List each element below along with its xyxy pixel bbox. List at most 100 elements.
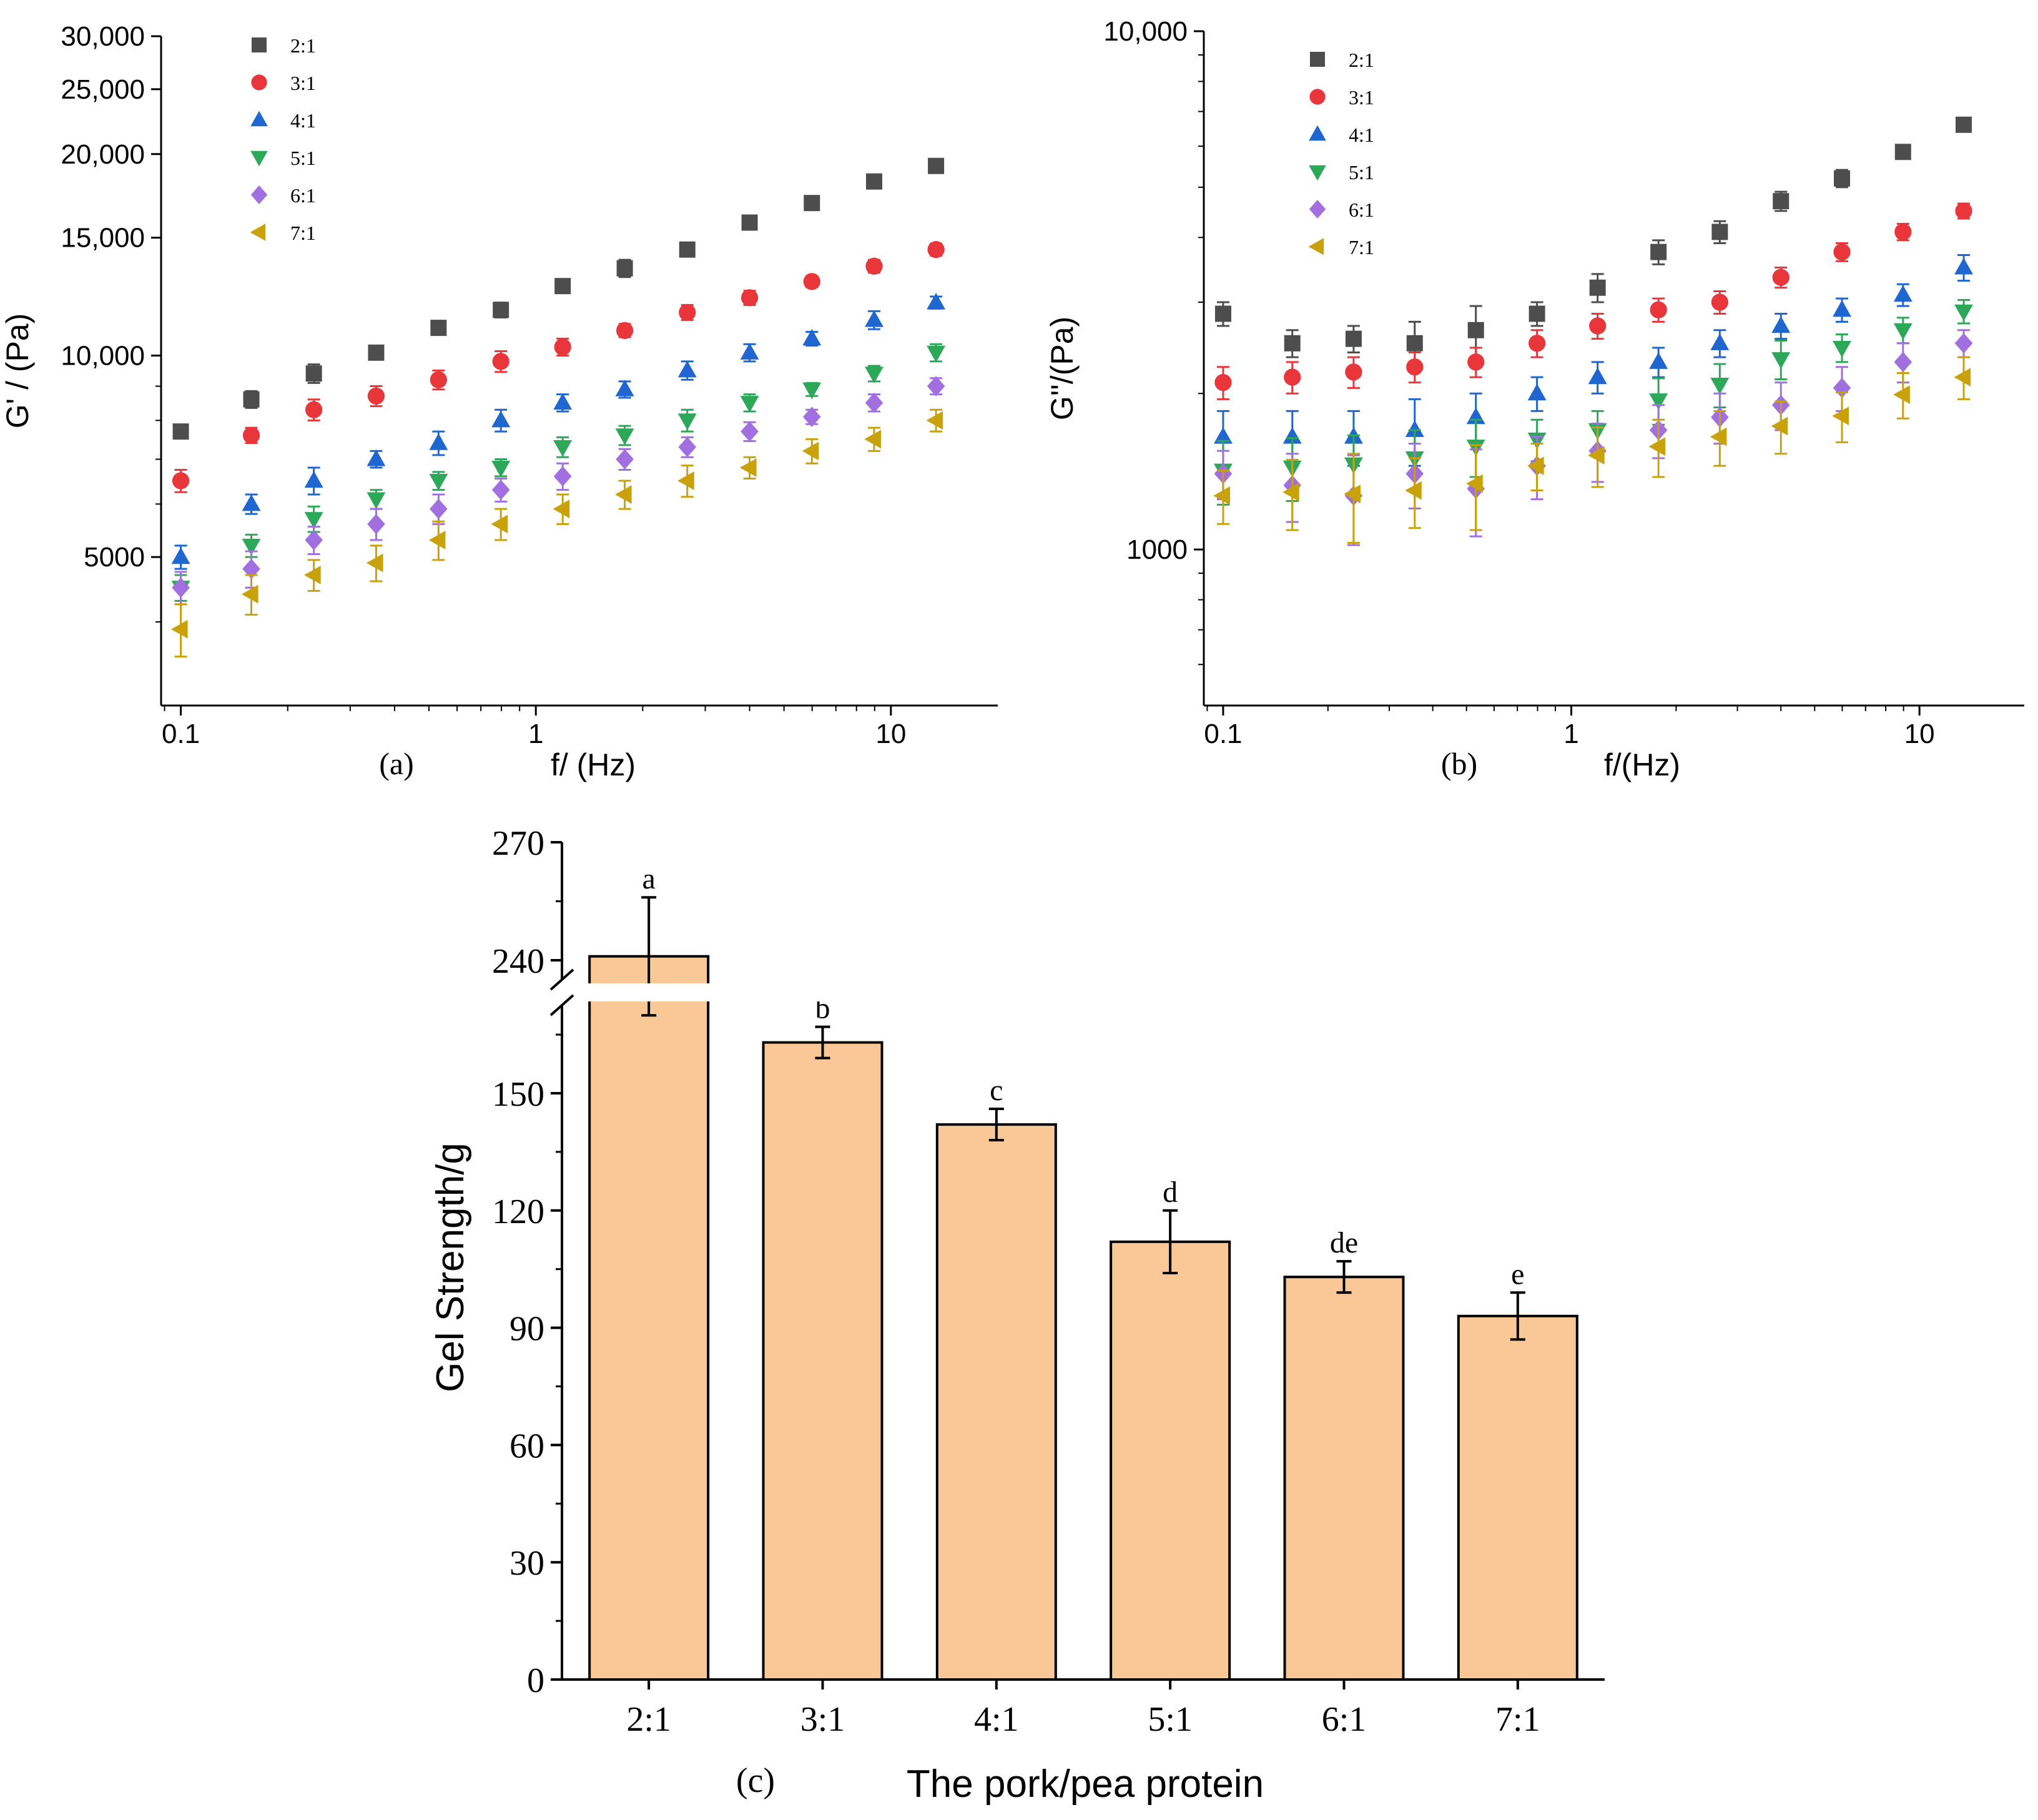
data-point bbox=[430, 498, 448, 519]
data-point bbox=[802, 382, 822, 400]
legend-marker bbox=[251, 74, 267, 91]
bar bbox=[935, 1123, 1057, 1681]
y-tick-label: 30,000 bbox=[61, 21, 145, 52]
data-point bbox=[305, 365, 322, 382]
data-point bbox=[1282, 426, 1302, 444]
y-tick-label: 20,000 bbox=[61, 139, 145, 170]
data-point bbox=[1893, 285, 1912, 302]
x-tick-label: 1 bbox=[1563, 719, 1578, 749]
data-point bbox=[1467, 322, 1484, 338]
data-point bbox=[1771, 316, 1791, 333]
x-tick-label: 4:1 bbox=[974, 1700, 1019, 1739]
y-tick-label: 10,000 bbox=[1103, 16, 1188, 47]
y-tick-label: 0 bbox=[527, 1661, 544, 1700]
series-4-1 bbox=[171, 292, 946, 570]
y-tick-label: 240 bbox=[492, 942, 544, 981]
y-tick-label: 30 bbox=[510, 1544, 544, 1583]
data-point bbox=[1213, 486, 1231, 505]
data-point bbox=[491, 514, 508, 534]
y-tick-label: 10,000 bbox=[61, 340, 145, 371]
axis-break-mark bbox=[549, 994, 574, 1016]
significance-letter: a bbox=[642, 862, 656, 895]
data-point bbox=[616, 260, 633, 277]
data-point bbox=[616, 449, 634, 470]
data-point bbox=[1833, 341, 1851, 358]
data-point bbox=[1649, 393, 1668, 410]
x-tick-label: 1 bbox=[528, 719, 543, 749]
data-point bbox=[615, 380, 634, 396]
data-point bbox=[802, 441, 819, 461]
data-point bbox=[368, 344, 385, 361]
data-point bbox=[1406, 335, 1423, 352]
data-point bbox=[367, 449, 386, 466]
y-tick-label: 90 bbox=[510, 1310, 544, 1349]
series-4-1 bbox=[1214, 253, 1973, 467]
data-point bbox=[1710, 378, 1730, 395]
data-point bbox=[491, 410, 511, 428]
panel-label: (c) bbox=[736, 1761, 775, 1800]
data-point bbox=[1345, 330, 1362, 347]
legend-label: 2:1 bbox=[1349, 49, 1374, 71]
x-tick-label: 6:1 bbox=[1322, 1700, 1367, 1739]
data-point bbox=[366, 553, 383, 573]
data-point bbox=[367, 514, 385, 534]
data-point bbox=[677, 413, 697, 430]
data-point bbox=[1894, 352, 1912, 373]
data-point bbox=[926, 411, 943, 430]
data-point bbox=[1527, 383, 1547, 401]
data-point bbox=[553, 440, 573, 457]
data-point bbox=[367, 387, 385, 405]
x-tick-label: 10 bbox=[875, 719, 906, 749]
x-axis-title: f/ (Hz) bbox=[551, 747, 636, 782]
legend-marker bbox=[1310, 52, 1325, 67]
data-point bbox=[1833, 243, 1851, 261]
data-point bbox=[553, 466, 572, 487]
data-point bbox=[1710, 333, 1730, 350]
legend-marker bbox=[250, 111, 268, 127]
data-point bbox=[1771, 352, 1791, 369]
data-point bbox=[1648, 437, 1666, 456]
legend-marker bbox=[1309, 125, 1326, 141]
data-point bbox=[1955, 202, 1972, 220]
data-point bbox=[927, 241, 945, 258]
data-point bbox=[679, 241, 696, 258]
data-point bbox=[430, 371, 447, 388]
panel-label: (b) bbox=[1441, 746, 1477, 781]
data-point bbox=[170, 619, 188, 639]
data-point bbox=[865, 310, 884, 327]
data-point bbox=[1956, 116, 1972, 133]
data-point bbox=[740, 396, 759, 413]
series-3-1 bbox=[172, 241, 945, 493]
axis-break-gap bbox=[549, 983, 837, 1001]
y-axis-title: G''/(Pa) bbox=[1045, 317, 1080, 420]
legend-marker bbox=[250, 150, 268, 167]
data-point bbox=[1649, 352, 1668, 369]
data-point bbox=[1405, 481, 1422, 500]
data-point bbox=[553, 499, 570, 519]
data-point bbox=[1589, 317, 1607, 335]
y-tick-label: 5000 bbox=[84, 542, 145, 573]
significance-letter: e bbox=[1511, 1257, 1524, 1291]
data-point bbox=[1832, 406, 1849, 426]
data-point bbox=[242, 494, 261, 511]
data-point bbox=[1710, 427, 1727, 446]
significance-letter: de bbox=[1330, 1226, 1358, 1259]
data-point bbox=[554, 338, 571, 356]
data-point bbox=[864, 430, 882, 449]
data-point bbox=[491, 460, 511, 478]
legend-label: 6:1 bbox=[290, 184, 316, 207]
legend-marker bbox=[250, 185, 268, 204]
data-point bbox=[1466, 474, 1483, 493]
data-point bbox=[1528, 305, 1545, 322]
data-point bbox=[1954, 304, 1973, 322]
data-point bbox=[1282, 483, 1299, 502]
data-point bbox=[1589, 279, 1606, 296]
data-point bbox=[739, 458, 757, 477]
legend-label: 2:1 bbox=[290, 34, 316, 57]
y-tick-label: 270 bbox=[492, 824, 544, 863]
data-point bbox=[865, 392, 884, 413]
data-point bbox=[430, 320, 447, 337]
data-point bbox=[1711, 293, 1729, 311]
x-tick-label: 0.1 bbox=[162, 719, 200, 749]
data-point bbox=[927, 345, 946, 363]
